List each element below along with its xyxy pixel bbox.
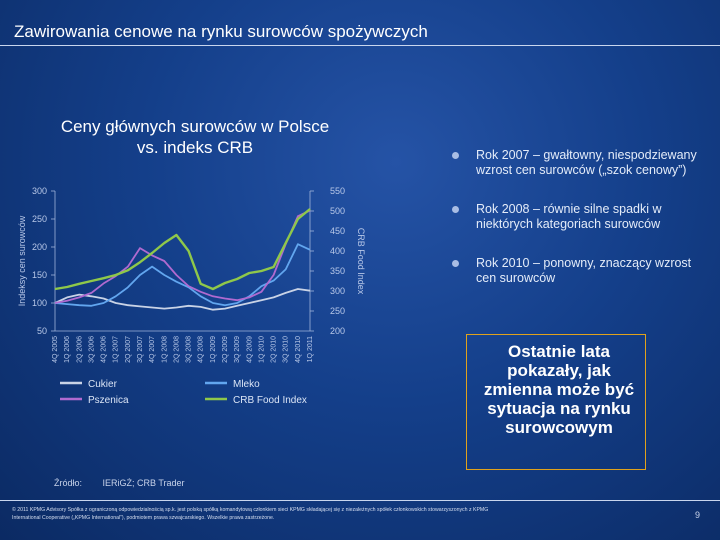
x-tick-label: 1Q 2009 [210,336,217,363]
legend-label: Pszenica [88,395,129,406]
x-tick-label: 1Q 2007 [113,336,120,363]
x-tick-label: 4Q 2009 [246,336,253,363]
footer-divider [0,500,720,501]
bullet-text: Rok 2008 – równie silne spadki w niektór… [476,202,662,231]
copyright-footer: © 2011 KPMG Advisory Spółka z ograniczon… [12,507,489,521]
x-tick-label: 2Q 2009 [222,336,229,363]
y2-tick-label: 400 [330,246,345,256]
y2-tick-label: 250 [330,306,345,316]
y-tick-label: 150 [32,270,47,280]
callout-box [466,334,646,470]
series-line [54,288,311,311]
legend-label: Mleko [233,379,260,390]
page-number: 9 [694,510,700,520]
x-tick-label: 3Q 2008 [186,336,193,363]
bullet-icon [452,152,459,159]
bullet-item: Rok 2007 – gwałtowny, niespodziewany wzr… [452,148,712,178]
x-tick-label: 2Q 2010 [271,336,278,363]
y-tick-label: 250 [32,214,47,224]
y2-tick-label: 450 [330,226,345,236]
source-text: IERiGŻ; CRB Trader [102,478,185,488]
bullet-text: Rok 2010 – ponowny, znaczący wzrost cen … [476,256,692,285]
x-tick-label: 2Q 2006 [76,336,83,363]
bullet-text: Rok 2007 – gwałtowny, niespodziewany wzr… [476,148,697,177]
x-tick-label: 2Q 2008 [173,336,180,363]
source-label: Źródło: [54,478,83,488]
x-tick-label: 1Q 2010 [258,336,265,363]
y2-axis-title: CRB Food Index [356,228,366,295]
source-note: Źródło: IERiGŻ; CRB Trader [54,478,185,488]
x-tick-label: 1Q 2006 [64,336,71,363]
x-tick-label: 2Q 2007 [125,336,132,363]
x-tick-label: 3Q 2006 [88,336,95,363]
y2-tick-label: 200 [330,326,345,336]
chart-heading: Ceny głównych surowców w Polsce vs. inde… [60,117,330,157]
bullet-item: Rok 2010 – ponowny, znaczący wzrost cen … [452,256,712,286]
x-tick-label: 3Q 2009 [234,336,241,363]
y2-tick-label: 300 [330,286,345,296]
legend-label: Cukier [88,379,118,390]
bullet-icon [452,206,459,213]
y2-tick-label: 350 [330,266,345,276]
x-tick-label: 4Q 2008 [198,336,205,363]
callout-text: Ostatnie lata pokazały, jak zmienna może… [483,342,635,437]
bullet-icon [452,260,459,267]
y-axis-title: Indeksy cen surowców [17,215,27,306]
x-tick-label: 1Q 2011 [307,336,314,362]
x-tick-label: 4Q 2010 [295,336,302,363]
price-chart: 50 100 150 200 250 300 200 250 300 350 400 450 500 55… [17,186,366,406]
x-tick-label: 1Q 2008 [161,336,168,363]
title-divider [0,45,720,46]
x-tick-label: 3Q 2007 [137,336,144,363]
y2-tick-label: 500 [330,206,345,216]
x-tick-label: 4Q 2006 [101,336,108,363]
y-tick-label: 50 [37,326,47,336]
y-tick-label: 200 [32,242,47,252]
y-tick-label: 300 [32,186,47,196]
x-tick-label: 4Q 2007 [149,336,156,363]
x-tick-label: 3Q 2010 [283,336,290,363]
x-tick-label: 4Q 2005 [52,336,59,363]
slide-title: Zawirowania cenowe na rynku surowców spo… [14,22,428,41]
bullet-list: Rok 2007 – gwałtowny, niespodziewany wzr… [452,148,712,310]
y2-tick-label: 550 [330,186,345,196]
bullet-item: Rok 2008 – równie silne spadki w niektór… [452,202,712,232]
series-line [54,209,311,304]
legend-label: CRB Food Index [233,395,307,406]
y-tick-label: 100 [32,298,47,308]
series-line [54,208,311,291]
